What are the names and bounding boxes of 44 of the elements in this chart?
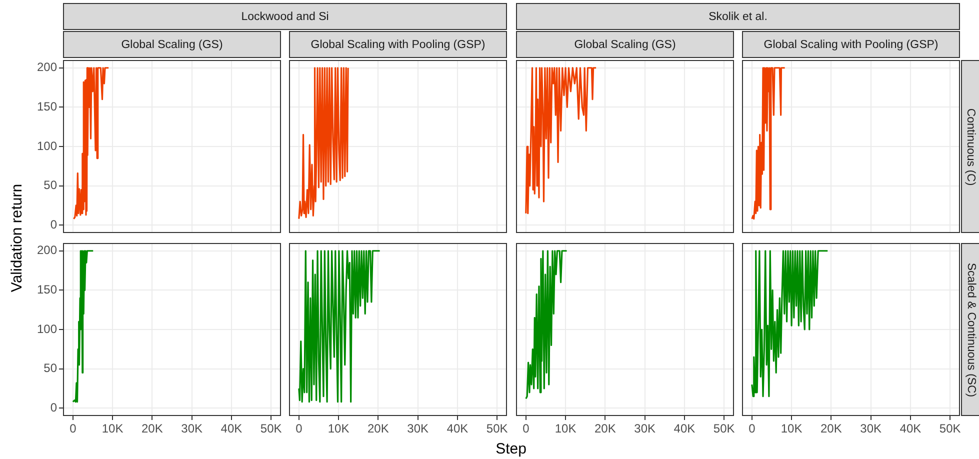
x-tick-label: 40K xyxy=(900,422,922,436)
chart-title: Global Scaling (GS) xyxy=(516,31,734,58)
x-tick-label: 50K xyxy=(939,422,961,436)
x-tick-label: 50K xyxy=(713,422,735,436)
text: Step xyxy=(496,440,526,458)
chart-title: Global Scaling (GS) xyxy=(63,31,281,58)
chart-title: Global Scaling with Pooling (GSP) xyxy=(289,31,507,58)
x-tick-label: 0 xyxy=(522,422,530,436)
text: Lockwood and Si xyxy=(63,3,507,30)
y-tick-label: 0 xyxy=(50,217,58,232)
x-tick-label: 10K xyxy=(328,422,350,436)
y-tick-label: 150 xyxy=(36,99,58,114)
x-tick-label: 0 xyxy=(70,422,77,436)
y-tick-label: 50 xyxy=(44,178,58,192)
text: Continuous (C) xyxy=(965,108,977,186)
y-tick-label: 200 xyxy=(36,60,58,74)
y-tick-label: 100 xyxy=(36,322,58,336)
text: Skolik et al. xyxy=(516,3,960,30)
y-tick-label: 50 xyxy=(44,361,58,376)
x-tick-label: 30K xyxy=(181,422,202,436)
y-tick-label: 200 xyxy=(36,243,58,258)
x-tick-label: 20K xyxy=(594,422,616,436)
chart-title: Global Scaling with Pooling (GSP) xyxy=(742,31,960,58)
y-tick-label: 100 xyxy=(36,138,58,153)
x-tick-label: 0 xyxy=(296,422,303,436)
x-tick-label: 10K xyxy=(554,422,576,436)
x-tick-label: 10K xyxy=(102,422,124,436)
text: Scaled & Continuous (SC) xyxy=(965,262,978,397)
x-tick-label: 30K xyxy=(407,422,428,436)
x-tick-label: 20K xyxy=(142,422,163,436)
y-tick-label: 0 xyxy=(50,400,58,414)
x-tick-label: 40K xyxy=(674,422,696,436)
x-tick-label: 50K xyxy=(260,422,282,436)
y-tick-label: 150 xyxy=(36,282,58,296)
x-tick-label: 40K xyxy=(220,422,242,436)
x-tick-label: 20K xyxy=(368,422,389,436)
x-tick-label: 40K xyxy=(446,422,468,436)
x-tick-label: 30K xyxy=(860,422,882,436)
x-tick-label: 10K xyxy=(780,422,802,436)
text: Validation return xyxy=(8,184,26,292)
x-tick-label: 20K xyxy=(820,422,842,436)
x-tick-label: 30K xyxy=(634,422,656,436)
x-tick-label: 50K xyxy=(486,422,508,436)
x-tick-label: 0 xyxy=(748,422,756,436)
